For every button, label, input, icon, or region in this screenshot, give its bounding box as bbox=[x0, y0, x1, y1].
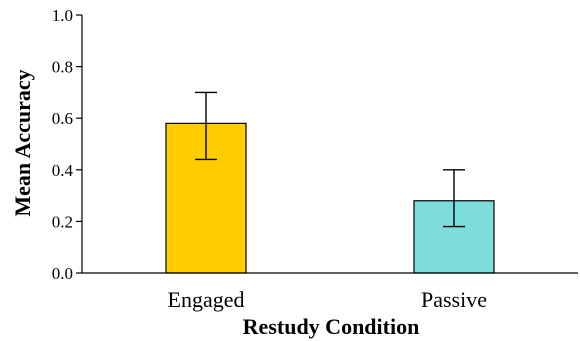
x-category-label: Engaged bbox=[168, 287, 245, 312]
y-axis-title: Mean Accuracy bbox=[10, 69, 35, 216]
y-tick-label: 0.0 bbox=[52, 264, 73, 283]
bars bbox=[165, 122, 495, 274]
y-axis-ticks: 0.0 0.2 0.4 0.6 0.8 1.0 bbox=[52, 6, 82, 283]
x-axis-labels: Engaged Passive bbox=[168, 287, 487, 312]
x-category-label: Passive bbox=[421, 287, 487, 312]
y-tick-label: 0.6 bbox=[52, 109, 73, 128]
error-bars bbox=[195, 91, 465, 228]
y-tick-label: 0.2 bbox=[52, 212, 73, 231]
y-tick-label: 0.4 bbox=[52, 161, 74, 180]
y-tick-label: 1.0 bbox=[52, 6, 73, 25]
y-tick-label: 0.8 bbox=[52, 58, 73, 77]
x-axis-title: Restudy Condition bbox=[243, 314, 420, 339]
